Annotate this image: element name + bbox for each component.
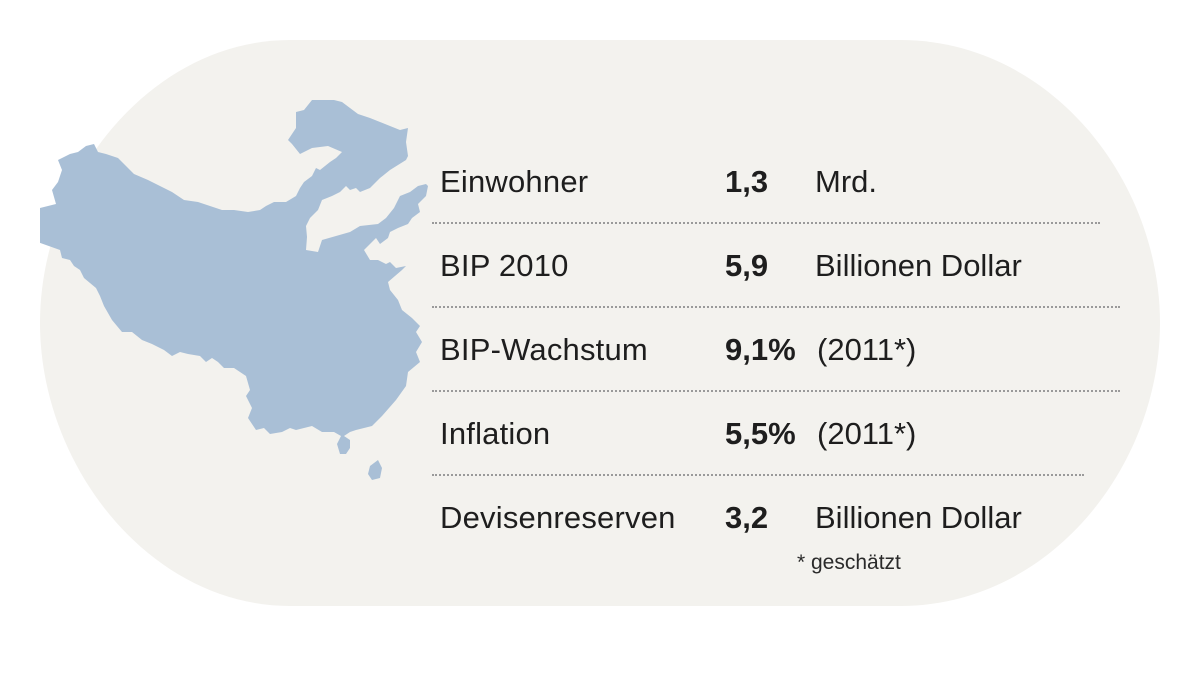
dotted-divider (432, 474, 1084, 476)
fact-row-devisenreserven: Devisenreserven 3,2 Billionen Dollar (440, 476, 1110, 560)
fact-unit: Billionen Dollar (815, 500, 1022, 535)
dotted-divider (432, 222, 1100, 224)
fact-label: Einwohner (440, 164, 589, 199)
fact-row-inflation: Inflation 5,5% (2011*) (432, 392, 1110, 476)
fact-unit: Mrd. (815, 164, 877, 199)
footnote: * geschätzt (797, 551, 901, 574)
fact-label: BIP 2010 (440, 248, 569, 283)
dotted-divider (432, 306, 1120, 308)
fact-label: Devisenreserven (440, 500, 676, 535)
fact-value: 1,3 (725, 164, 769, 199)
fact-unit: (2011*) (817, 332, 917, 367)
fact-value: 5,5% (725, 416, 796, 451)
fact-row-bip-2010: BIP 2010 5,9 Billionen Dollar (432, 224, 1120, 308)
fact-unit: (2011*) (817, 416, 917, 451)
fact-value: 9,1% (725, 332, 796, 367)
dotted-divider (432, 390, 1120, 392)
fact-unit: Billionen Dollar (815, 248, 1022, 283)
fact-row-einwohner: Einwohner 1,3 Mrd. (432, 140, 1110, 224)
fact-value: 3,2 (725, 500, 769, 535)
fact-value: 5,9 (725, 248, 769, 283)
china-map-icon (40, 100, 428, 480)
fact-row-bip-wachstum: BIP-Wachstum 9,1% (2011*) (432, 308, 1120, 392)
infographic-panel: Einwohner 1,3 Mrd. BIP 2010 5,9 Billione… (40, 40, 1160, 606)
facts-table: Einwohner 1,3 Mrd. BIP 2010 5,9 Billione… (432, 140, 1120, 560)
fact-label: BIP-Wachstum (440, 332, 648, 367)
fact-label: Inflation (440, 416, 551, 451)
